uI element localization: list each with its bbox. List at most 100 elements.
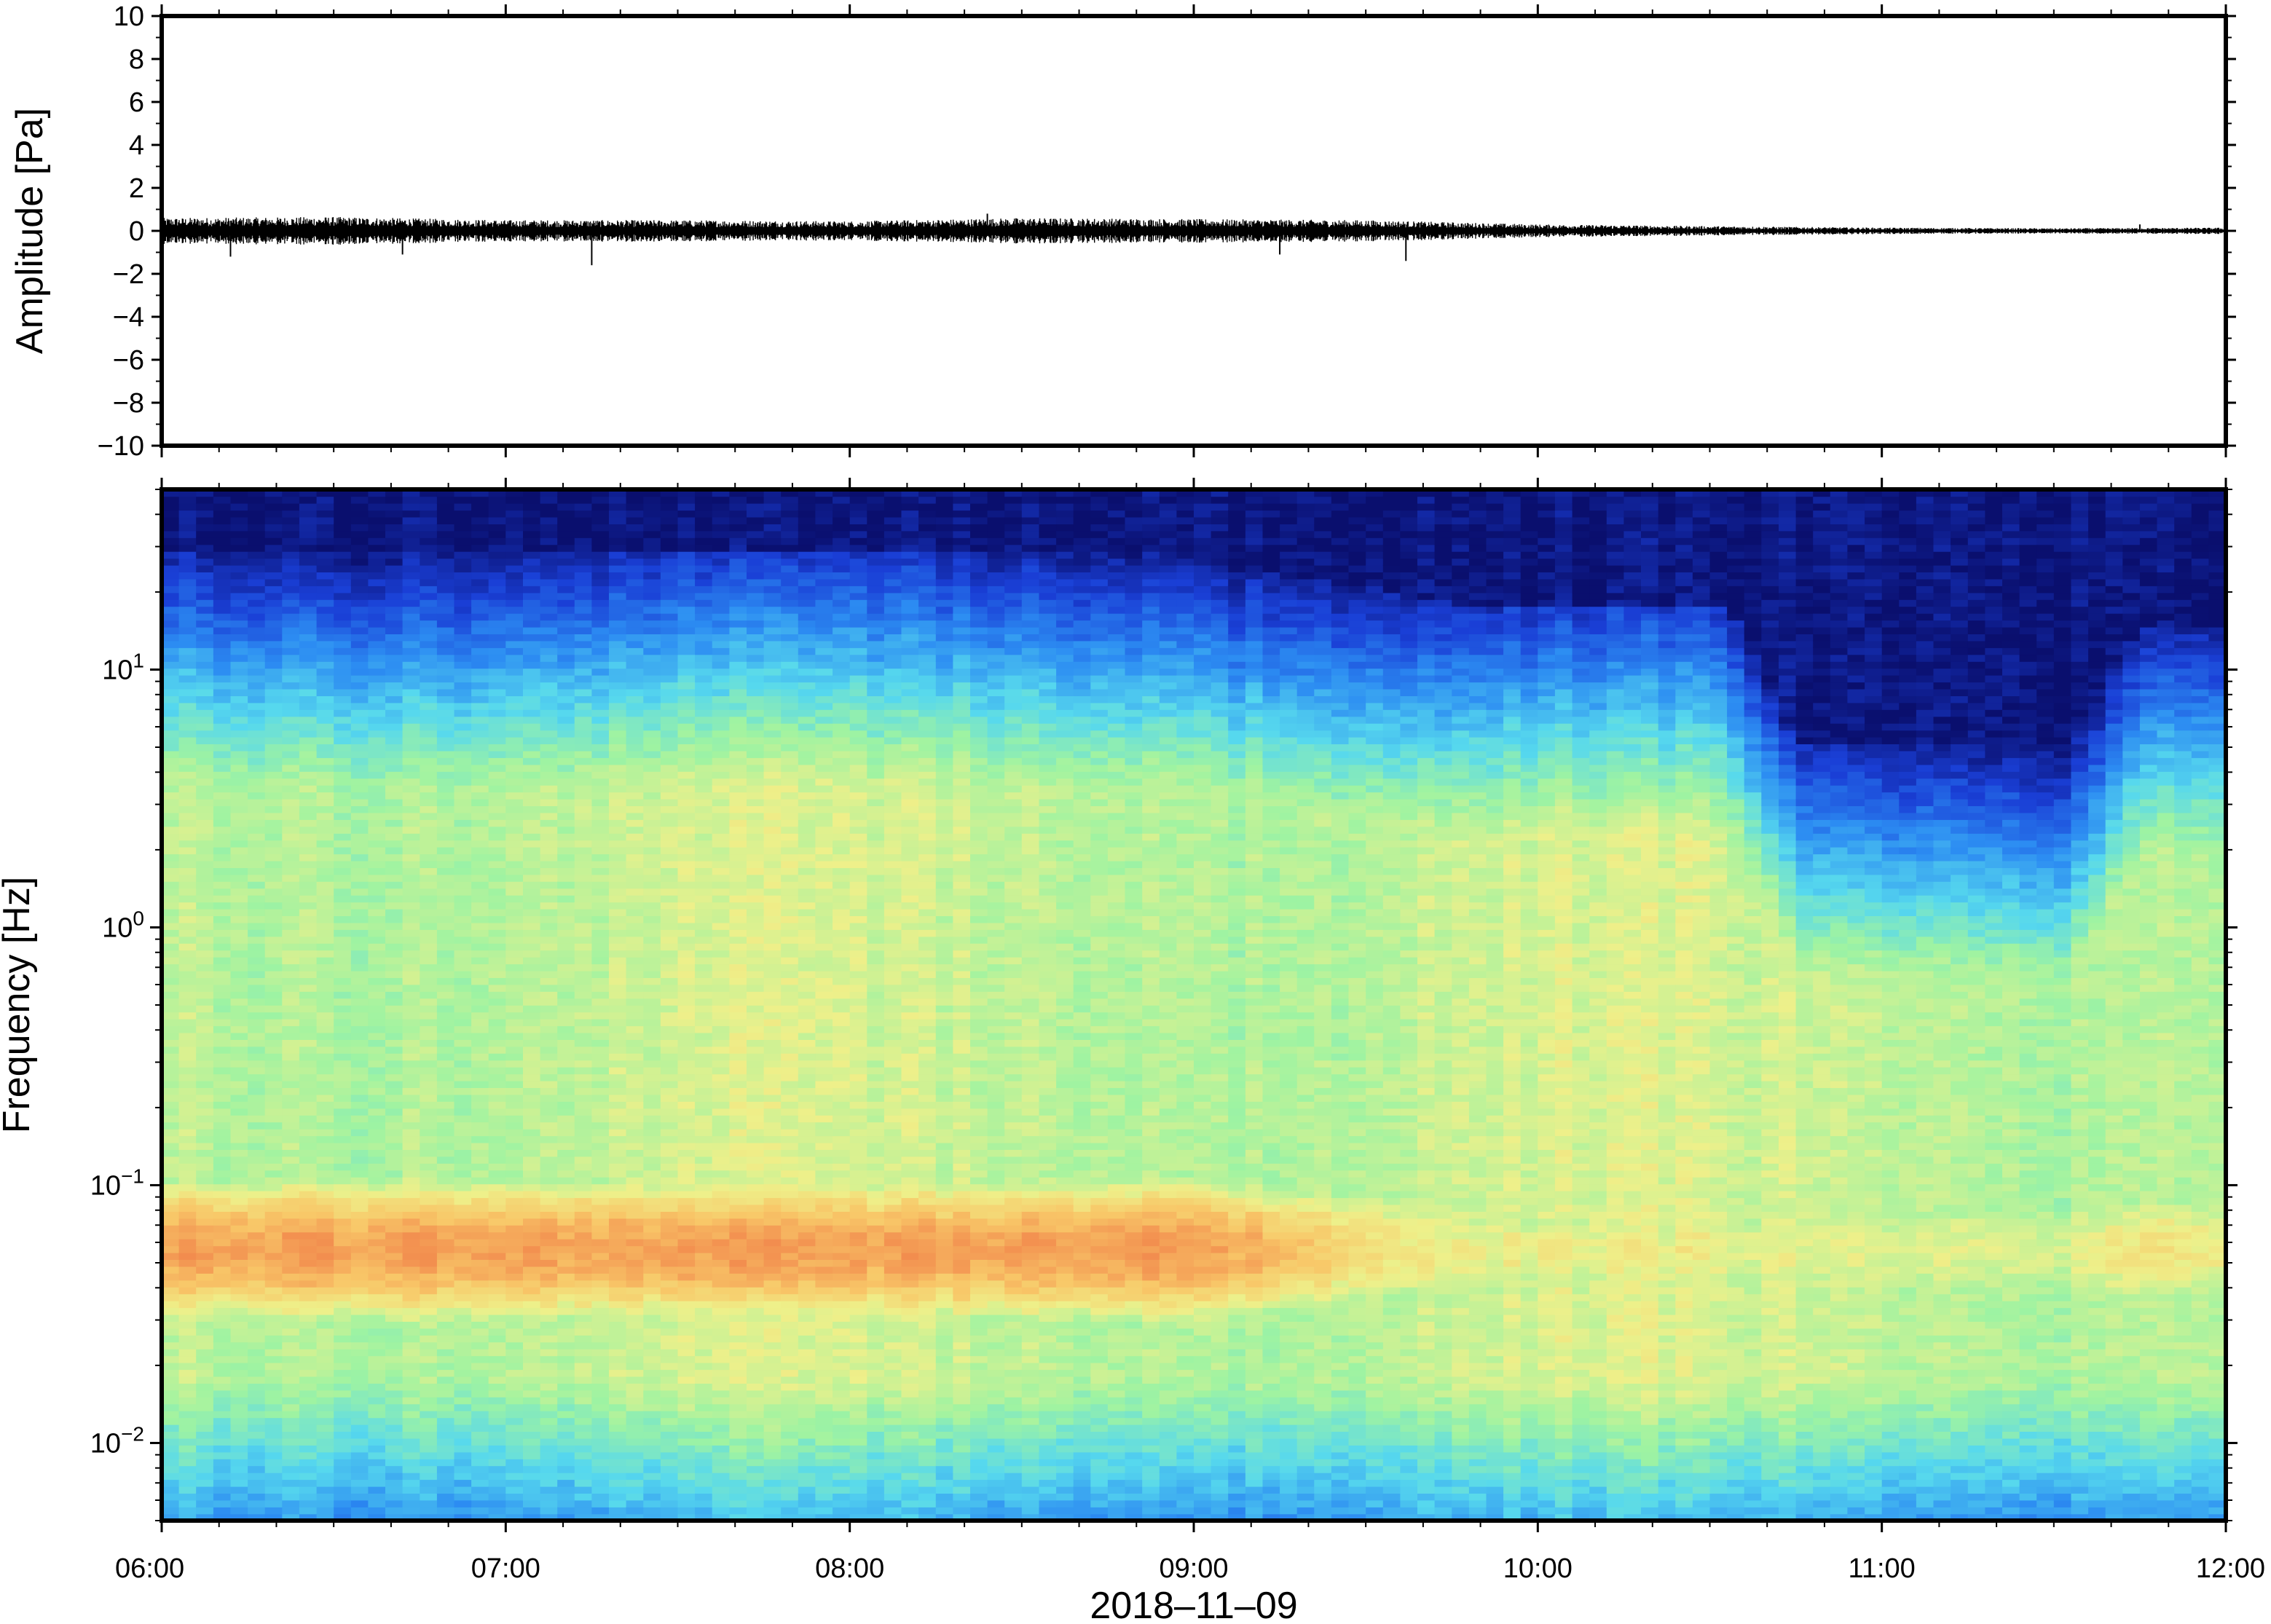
- spectrogram-cell: [505, 489, 524, 497]
- spectrogram-cell: [643, 1156, 661, 1164]
- spectrogram-cell: [248, 510, 266, 518]
- spectrogram-cell: [368, 1060, 386, 1068]
- spectrogram-cell: [557, 1259, 575, 1267]
- spectrogram-cell: [385, 1328, 404, 1336]
- spectrogram-cell: [454, 688, 472, 696]
- spectrogram-cell: [523, 544, 541, 552]
- spectrogram-cell: [574, 1101, 593, 1109]
- spectrogram-cell: [523, 963, 541, 971]
- spectrogram-cell: [420, 668, 438, 676]
- spectrogram-cell: [230, 1369, 248, 1377]
- spectrogram-cell: [471, 1349, 489, 1357]
- spectrogram-cell: [591, 750, 610, 758]
- spectrogram-cell: [523, 1177, 541, 1185]
- spectrogram-cell: [178, 1451, 197, 1459]
- spectrogram-cell: [420, 991, 438, 999]
- spectrogram-cell: [677, 510, 696, 518]
- spectrogram-cell: [385, 805, 404, 813]
- spectrogram-cell: [299, 1321, 318, 1329]
- spectrogram-cell: [557, 1211, 575, 1219]
- spectrogram-cell: [677, 929, 696, 937]
- spectrogram-cell: [350, 1239, 369, 1247]
- spectrogram-cell: [436, 874, 455, 882]
- spectrogram-cell: [660, 1225, 679, 1233]
- spectrogram-cell: [660, 1177, 679, 1185]
- spectrogram-cell: [196, 647, 214, 655]
- spectrogram-cell: [368, 826, 386, 834]
- spectrogram-cell: [264, 956, 283, 965]
- spectrogram-cell: [436, 1390, 455, 1398]
- spectrogram-cell: [523, 874, 541, 882]
- spectrogram-cell: [574, 1307, 593, 1315]
- spectrogram-cell: [368, 572, 386, 580]
- spectrogram-cell: [488, 620, 507, 628]
- spectrogram-cell: [660, 792, 679, 800]
- spectrogram-cell: [196, 716, 214, 724]
- spectrogram-cell: [677, 709, 696, 717]
- spectrogram-cell: [213, 1390, 232, 1398]
- spectrogram-cell: [248, 764, 266, 772]
- spectrogram-cell: [420, 564, 438, 572]
- spectrogram-cell: [196, 977, 214, 985]
- spectrogram-cell: [557, 578, 575, 586]
- spectrogram-cell: [334, 489, 352, 497]
- spectrogram-cell: [454, 1142, 472, 1150]
- spectrogram-cell: [230, 1300, 248, 1309]
- spectrogram-cell: [695, 578, 713, 586]
- spectrogram-cell: [505, 1018, 524, 1027]
- spectrogram-cell: [402, 1039, 420, 1047]
- spectrogram-cell: [695, 750, 713, 758]
- spectrogram-cell: [695, 716, 713, 724]
- spectrogram-cell: [660, 1349, 679, 1357]
- spectrogram-cell: [557, 1204, 575, 1212]
- spectrogram-cell: [213, 516, 232, 524]
- spectrogram-cell: [643, 1397, 661, 1405]
- spectrogram-cell: [420, 812, 438, 820]
- spectrogram-cell: [436, 564, 455, 572]
- spectrogram-cell: [488, 1039, 507, 1047]
- spectrogram-cell: [488, 626, 507, 634]
- spectrogram-cell: [213, 833, 232, 841]
- spectrogram-cell: [213, 1314, 232, 1322]
- spectrogram-cell: [695, 1073, 713, 1081]
- spectrogram-cell: [557, 620, 575, 628]
- spectrogram-cell: [557, 1459, 575, 1467]
- spectrogram-cell: [488, 764, 507, 772]
- spectrogram-cell: [454, 833, 472, 841]
- spectrogram-cell: [248, 1513, 266, 1521]
- spectrogram-cell: [162, 682, 180, 690]
- spectrogram-cell: [609, 1293, 627, 1301]
- spectrogram-cell: [316, 695, 334, 703]
- spectrogram-cell: [350, 1341, 369, 1349]
- spectrogram-cell: [178, 564, 197, 572]
- spectrogram-cell: [677, 1493, 696, 1501]
- spectrogram-cell: [505, 496, 524, 504]
- spectrogram-cell: [368, 1073, 386, 1081]
- spectrogram-cell: [505, 1431, 524, 1439]
- spectrogram-cell: [402, 1362, 420, 1371]
- spectrogram-cell: [591, 1472, 610, 1481]
- spectrogram-cell: [505, 1025, 524, 1033]
- spectrogram-cell: [677, 1190, 696, 1199]
- spectrogram-cell: [162, 963, 180, 971]
- spectrogram-cell: [660, 943, 679, 951]
- spectrogram-cell: [230, 867, 248, 875]
- spectrogram-cell: [385, 812, 404, 820]
- spectrogram-cell: [213, 826, 232, 834]
- spectrogram-cell: [299, 1417, 318, 1425]
- spectrogram-cell: [196, 592, 214, 600]
- spectrogram-cell: [591, 572, 610, 580]
- spectrogram-cell: [334, 1403, 352, 1411]
- spectrogram-cell: [643, 922, 661, 930]
- spectrogram-cell: [213, 558, 232, 566]
- spectrogram-cell: [316, 1459, 334, 1467]
- spectrogram-cell: [660, 1163, 679, 1171]
- spectrogram-cell: [488, 744, 507, 752]
- spectrogram-cell: [350, 908, 369, 916]
- spectrogram-cell: [712, 1190, 731, 1199]
- spectrogram-cell: [282, 592, 300, 600]
- spectrogram-cell: [299, 1053, 318, 1061]
- spectrogram-cell: [540, 1190, 558, 1199]
- spectrogram-cell: [523, 1513, 541, 1521]
- spectrogram-cell: [230, 792, 248, 800]
